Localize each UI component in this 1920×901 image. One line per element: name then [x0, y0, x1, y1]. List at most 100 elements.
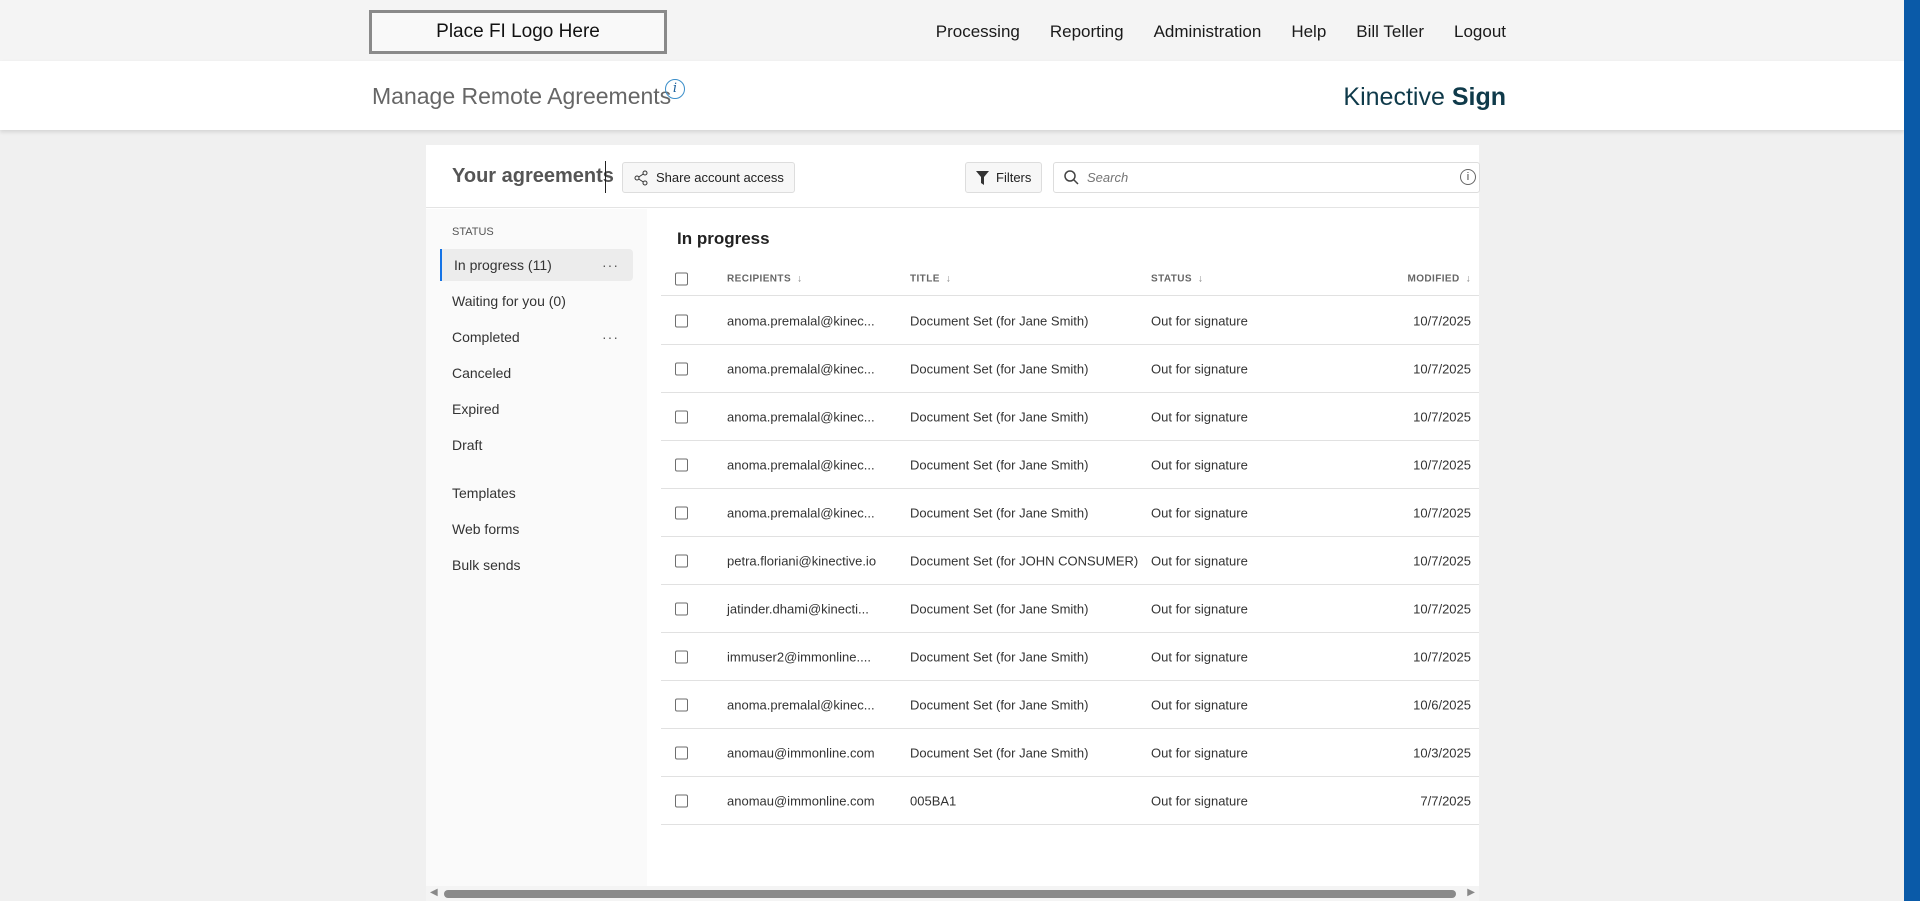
col-status[interactable]: STATUS ↓: [1151, 274, 1203, 285]
sidebar-item-in-progress[interactable]: In progress (11) ···: [440, 249, 633, 281]
row-checkbox[interactable]: [675, 554, 688, 567]
col-modified[interactable]: MODIFIED ↓: [1408, 274, 1472, 285]
search-icon: [1064, 170, 1079, 185]
sidebar-item-canceled[interactable]: Canceled: [440, 357, 633, 389]
sidebar-item-label: Web forms: [452, 521, 520, 537]
title-cell: Document Set (for Jane Smith): [910, 361, 1089, 376]
modified-cell: 10/7/2025: [1413, 457, 1471, 472]
recipient-cell: anoma.premalal@kinec...: [727, 313, 875, 328]
row-checkbox[interactable]: [675, 746, 688, 759]
modified-cell: 10/7/2025: [1413, 313, 1471, 328]
sidebar-item-expired[interactable]: Expired: [440, 393, 633, 425]
title-cell: Document Set (for Jane Smith): [910, 457, 1089, 472]
table-row[interactable]: immuser2@immonline.... Document Set (for …: [661, 633, 1479, 681]
more-icon[interactable]: ···: [602, 257, 619, 273]
horizontal-scrollbar[interactable]: ◀ ▶: [426, 886, 1479, 901]
table-row[interactable]: anoma.premalal@kinec... Document Set (for…: [661, 393, 1479, 441]
share-label: Share account access: [656, 170, 784, 185]
nav-processing[interactable]: Processing: [935, 22, 1020, 41]
top-bar: Place FI Logo Here Processing Reporting …: [0, 0, 1904, 61]
status-cell: Out for signature: [1151, 505, 1248, 520]
table-row[interactable]: petra.floriani@kinective.io Document Set …: [661, 537, 1479, 585]
title-cell: 005BA1: [910, 793, 957, 808]
info-icon[interactable]: i: [665, 79, 685, 99]
brand-bold: Sign: [1451, 83, 1506, 111]
toolbar-title: Your agreements: [452, 165, 614, 187]
sidebar-item-web-forms[interactable]: Web forms: [440, 513, 633, 545]
nav-user[interactable]: Bill Teller: [1356, 22, 1424, 41]
sidebar-item-draft[interactable]: Draft: [440, 429, 633, 461]
row-checkbox[interactable]: [675, 506, 688, 519]
more-icon[interactable]: ···: [602, 329, 619, 345]
status-cell: Out for signature: [1151, 745, 1248, 760]
recipient-cell: anomau@immonline.com: [727, 745, 875, 760]
table-row[interactable]: anoma.premalal@kinec... Document Set (for…: [661, 681, 1479, 729]
search-box[interactable]: [1053, 162, 1480, 193]
nav-help[interactable]: Help: [1291, 22, 1327, 41]
sidebar-item-waiting[interactable]: Waiting for you (0): [440, 285, 633, 317]
nav-administration[interactable]: Administration: [1153, 22, 1262, 41]
search-input[interactable]: [1087, 170, 1447, 185]
modified-cell: 10/7/2025: [1413, 601, 1471, 616]
sort-arrow-icon: ↓: [1465, 273, 1471, 285]
vertical-scrollbar[interactable]: [1904, 0, 1920, 901]
select-all-checkbox[interactable]: [675, 272, 688, 286]
table-row[interactable]: anoma.premalal@kinec... Document Set (for…: [661, 489, 1479, 537]
table-row[interactable]: anoma.premalal@kinec... Document Set (for…: [661, 345, 1479, 393]
row-checkbox[interactable]: [675, 602, 688, 615]
table-row[interactable]: anomau@immonline.com 005BA1 Out for signat…: [661, 777, 1479, 825]
status-cell: Out for signature: [1151, 457, 1248, 472]
toolbar: Your agreements Share account access Fil…: [426, 145, 1480, 208]
sidebar-item-completed[interactable]: Completed ···: [440, 321, 633, 353]
title-cell: Document Set (for JOHN CONSUMER): [910, 553, 1139, 568]
row-checkbox[interactable]: [675, 314, 688, 327]
title-cell: Document Set (for Jane Smith): [910, 313, 1089, 328]
modified-cell: 7/7/2025: [1420, 793, 1471, 808]
table-row[interactable]: anoma.premalal@kinec... Document Set (for…: [661, 441, 1479, 489]
filters-button[interactable]: Filters: [965, 162, 1043, 193]
brand-logo: Kinective Sign: [1343, 83, 1506, 112]
recipient-cell: petra.floriani@kinective.io: [727, 553, 877, 568]
row-checkbox[interactable]: [675, 458, 688, 471]
row-checkbox[interactable]: [675, 362, 688, 375]
recipient-cell: immuser2@immonline....: [727, 649, 871, 664]
col-label: STATUS: [1151, 273, 1192, 285]
nav-reporting[interactable]: Reporting: [1049, 22, 1124, 41]
col-label: TITLE: [910, 273, 940, 285]
col-label: RECIPIENTS: [727, 273, 792, 285]
scrollbar-thumb[interactable]: [444, 890, 1456, 898]
row-checkbox[interactable]: [675, 794, 688, 807]
title-cell: Document Set (for Jane Smith): [910, 745, 1089, 760]
scroll-left-icon[interactable]: ◀: [430, 887, 438, 898]
sidebar-item-label: Completed: [452, 329, 520, 345]
recipient-cell: anoma.premalal@kinec...: [727, 457, 875, 472]
brand-light: Kinective: [1343, 83, 1445, 111]
share-account-access-button[interactable]: Share account access: [622, 162, 795, 193]
sidebar-item-label: Templates: [452, 485, 516, 501]
col-title[interactable]: TITLE ↓: [910, 274, 951, 285]
recipient-cell: jatinder.dhami@kinecti...: [727, 601, 869, 616]
scroll-right-icon[interactable]: ▶: [1467, 887, 1475, 898]
row-checkbox[interactable]: [675, 650, 688, 663]
col-recipients[interactable]: RECIPIENTS ↓: [727, 274, 802, 285]
status-cell: Out for signature: [1151, 409, 1248, 424]
status-cell: Out for signature: [1151, 553, 1248, 568]
sidebar-item-label: Expired: [452, 401, 500, 417]
sidebar-item-bulk-sends[interactable]: Bulk sends: [440, 549, 633, 581]
status-cell: Out for signature: [1151, 649, 1248, 664]
sub-header: Manage Remote Agreements i Kinective Sig…: [0, 61, 1904, 130]
fi-logo-placeholder: Place FI Logo Here: [369, 10, 667, 54]
table-row[interactable]: jatinder.dhami@kinecti... Document Set (f…: [661, 585, 1479, 633]
nav-logout[interactable]: Logout: [1454, 22, 1506, 41]
row-checkbox[interactable]: [675, 410, 688, 423]
sidebar-item-templates[interactable]: Templates: [440, 477, 633, 509]
status-cell: Out for signature: [1151, 313, 1248, 328]
sidebar-item-label: Waiting for you (0): [452, 293, 566, 309]
title-cell: Document Set (for Jane Smith): [910, 409, 1089, 424]
page-title: Manage Remote Agreements: [372, 83, 672, 109]
table-row[interactable]: anoma.premalal@kinec... Document Set (for…: [661, 297, 1479, 345]
row-checkbox[interactable]: [675, 698, 688, 711]
table-row[interactable]: anomau@immonline.com Document Set (for Ja…: [661, 729, 1479, 777]
search-info-icon[interactable]: i: [1460, 169, 1476, 185]
status-cell: Out for signature: [1151, 601, 1248, 616]
